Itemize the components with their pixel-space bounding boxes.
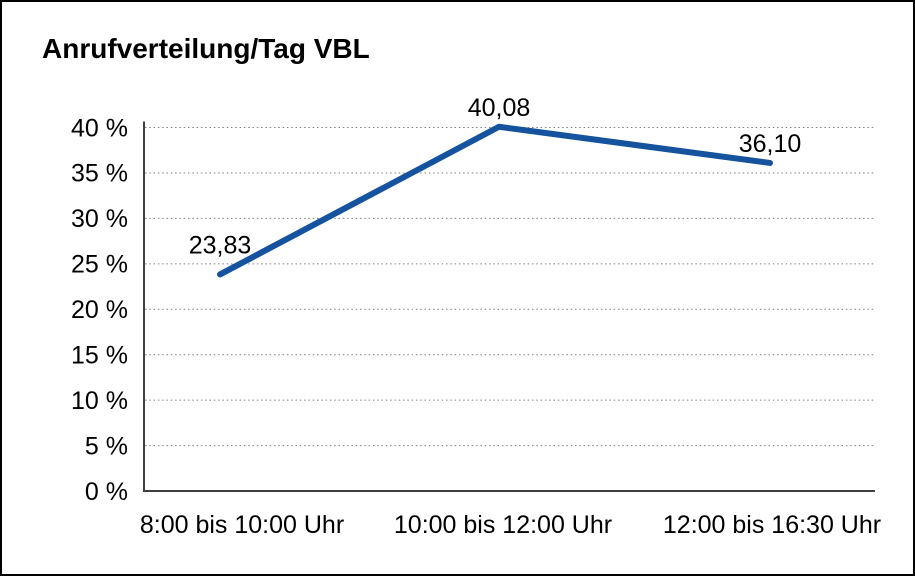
y-tick-label: 5 % bbox=[85, 432, 128, 460]
chart-title: Anrufverteilung/Tag VBL bbox=[42, 33, 370, 64]
y-tick-label: 25 % bbox=[71, 251, 128, 279]
y-tick-label: 0 % bbox=[85, 478, 128, 506]
y-tick-label: 20 % bbox=[71, 296, 128, 324]
data-point-label: 36,10 bbox=[739, 130, 802, 158]
data-point-label: 40,08 bbox=[468, 94, 531, 122]
y-tick-label: 35 % bbox=[71, 160, 128, 188]
x-category-label: 10:00 bis 12:00 Uhr bbox=[394, 511, 612, 539]
y-tick-label: 30 % bbox=[71, 205, 128, 233]
data-series-line bbox=[217, 123, 773, 278]
x-category-label: 8:00 bis 10:00 Uhr bbox=[140, 511, 344, 539]
y-tick-label: 15 % bbox=[71, 341, 128, 369]
y-tick-label: 10 % bbox=[71, 387, 128, 415]
data-point-label: 23,83 bbox=[189, 231, 252, 259]
axis-lines bbox=[143, 121, 875, 492]
y-tick-label: 40 % bbox=[71, 114, 128, 142]
x-category-label: 12:00 bis 16:30 Uhr bbox=[663, 511, 881, 539]
